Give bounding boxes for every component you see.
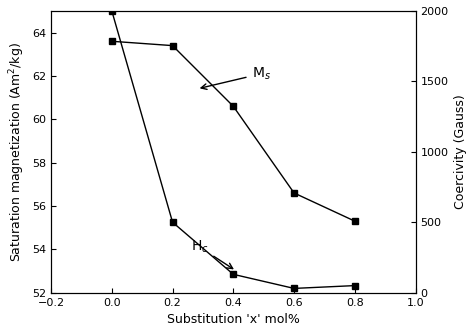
- Y-axis label: Saturation magnetization (Am$^2$/kg): Saturation magnetization (Am$^2$/kg): [7, 42, 27, 262]
- Y-axis label: Coercivity (Gauss): Coercivity (Gauss): [454, 95, 467, 209]
- Text: M$_s$: M$_s$: [201, 66, 271, 89]
- X-axis label: Substitution 'x' mol%: Substitution 'x' mol%: [167, 313, 300, 326]
- Text: H$_c$: H$_c$: [191, 239, 233, 269]
